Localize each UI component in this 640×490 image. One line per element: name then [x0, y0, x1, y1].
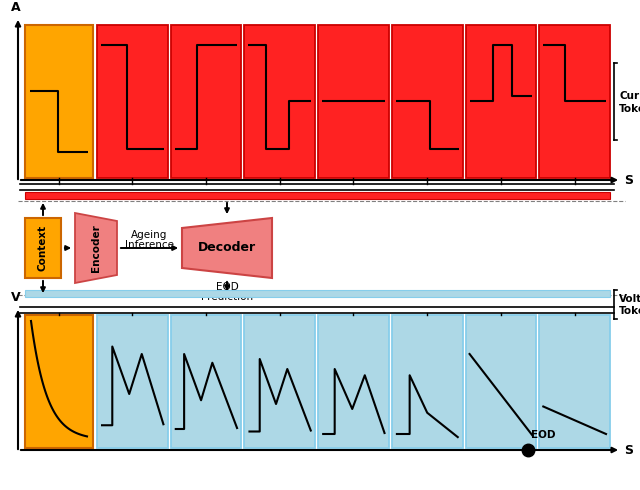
Bar — [318, 25, 389, 178]
Text: Tokens: Tokens — [619, 307, 640, 317]
Text: EOD: EOD — [216, 282, 238, 292]
Bar — [244, 315, 315, 448]
Bar — [465, 25, 536, 178]
Text: S: S — [624, 174, 633, 188]
Bar — [540, 25, 610, 178]
Text: Prediction: Prediction — [201, 292, 253, 302]
Bar — [392, 25, 463, 178]
Bar — [540, 315, 610, 448]
Bar — [171, 25, 241, 178]
Bar — [171, 315, 241, 448]
Text: Decoder: Decoder — [198, 242, 256, 254]
Text: EOD: EOD — [531, 430, 556, 440]
Text: Voltage: Voltage — [619, 294, 640, 304]
Polygon shape — [182, 218, 272, 278]
Text: V: V — [11, 291, 21, 304]
Bar — [318, 315, 389, 448]
Text: Encoder: Encoder — [91, 224, 101, 272]
Text: Inference: Inference — [125, 240, 174, 250]
Polygon shape — [75, 213, 117, 283]
Bar — [25, 218, 61, 278]
Text: Ageing: Ageing — [131, 230, 168, 240]
Text: A: A — [11, 1, 21, 14]
Bar — [465, 315, 536, 448]
Text: S: S — [624, 444, 633, 458]
Bar — [25, 290, 610, 297]
Bar — [25, 192, 610, 199]
Text: Context: Context — [38, 225, 48, 271]
Bar — [97, 25, 168, 178]
Bar — [97, 315, 168, 448]
Bar — [25, 25, 93, 178]
Text: Current: Current — [619, 92, 640, 101]
Text: Tokens: Tokens — [619, 103, 640, 114]
Bar — [25, 315, 93, 448]
Bar — [392, 315, 463, 448]
Bar — [244, 25, 315, 178]
